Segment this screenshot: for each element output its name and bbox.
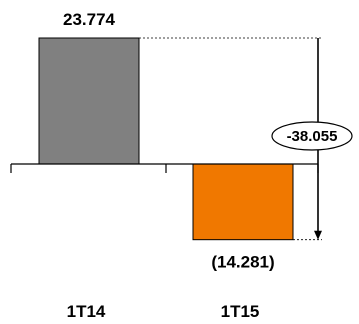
bars-group — [38, 37, 294, 241]
difference-arrowhead — [314, 230, 322, 240]
category-labels-group: 1T14 1T15 — [67, 302, 260, 321]
difference-bubble — [271, 121, 353, 151]
value-label-1t15: (14.281) — [211, 253, 274, 272]
bar-1t15 — [192, 163, 294, 241]
category-label-1t14: 1T14 — [67, 302, 106, 321]
bar-1t14 — [38, 37, 140, 165]
difference-label: -38.055 — [287, 128, 338, 145]
category-label-1t15: 1T15 — [221, 302, 260, 321]
value-labels-group: 23.774 (14.281) — [63, 10, 275, 272]
value-label-1t14: 23.774 — [63, 10, 116, 29]
